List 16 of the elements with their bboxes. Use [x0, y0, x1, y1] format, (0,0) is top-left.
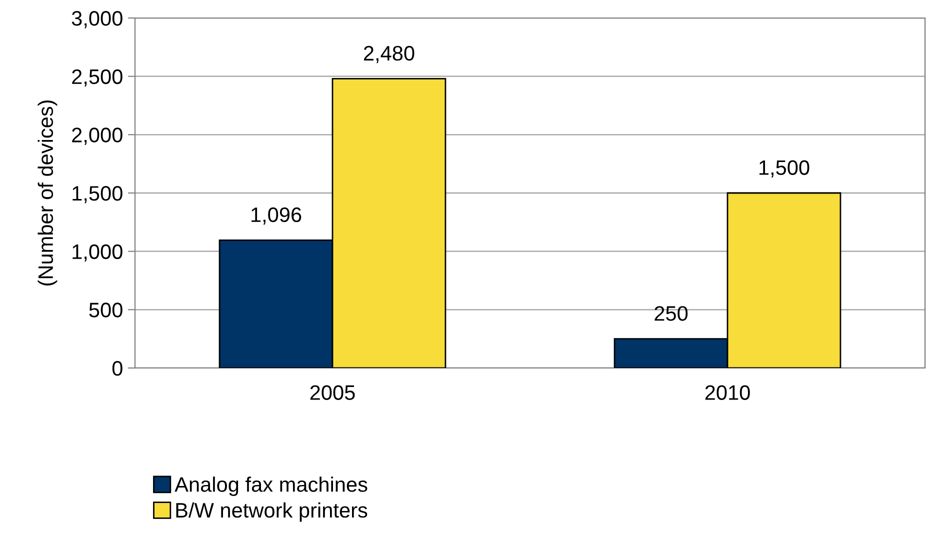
y-tick-label: 0: [112, 361, 122, 376]
y-tick-label: 1,500: [72, 186, 122, 204]
y-tick-label: 1,000: [72, 244, 122, 262]
y-tick-label: 3,000: [72, 11, 122, 28]
data-label: 2,480: [364, 46, 414, 64]
y-tick-label: 2,500: [72, 69, 122, 87]
legend-label: B/W network printers: [176, 502, 368, 522]
data-label: 1,500: [760, 160, 810, 178]
data-label: 250: [654, 306, 688, 321]
data-label: 1,096: [252, 207, 302, 225]
x-tick-label: 2005: [310, 385, 355, 400]
y-axis-title: (Number of devices): [38, 100, 58, 286]
y-tick-label: 2,000: [72, 128, 122, 145]
y-tick-label: 500: [89, 302, 122, 318]
legend-label: Analog fax machines: [174, 476, 368, 496]
x-tick-label: 2010: [705, 385, 750, 400]
